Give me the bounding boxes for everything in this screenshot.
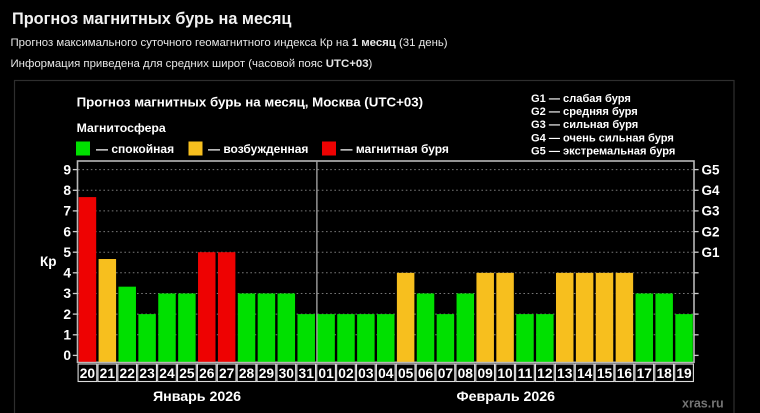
svg-text:Информация приведена для средн: Информация приведена для средних широт (…	[11, 58, 373, 70]
svg-text:Прогноз максимального суточног: Прогноз максимального суточного геомагни…	[11, 37, 448, 49]
svg-text:09: 09	[478, 366, 494, 381]
svg-text:23: 23	[139, 366, 155, 381]
svg-text:Магнитосфера: Магнитосфера	[77, 121, 166, 135]
svg-text:— магнитная буря: — магнитная буря	[341, 142, 449, 156]
svg-text:G1: G1	[702, 245, 721, 260]
svg-text:5: 5	[63, 245, 71, 260]
svg-text:12: 12	[537, 366, 553, 381]
svg-text:7: 7	[63, 204, 71, 219]
svg-text:31: 31	[299, 366, 315, 381]
svg-text:Февраль 2026: Февраль 2026	[457, 389, 556, 405]
svg-text:25: 25	[179, 366, 195, 381]
svg-text:02: 02	[338, 366, 354, 381]
svg-text:G2: G2	[702, 224, 720, 239]
svg-text:G4 — очень сильная буря: G4 — очень сильная буря	[531, 132, 674, 144]
svg-text:03: 03	[358, 366, 374, 381]
svg-text:27: 27	[219, 366, 235, 381]
svg-text:11: 11	[518, 366, 533, 381]
svg-text:Кр: Кр	[40, 254, 57, 269]
svg-text:xras.ru: xras.ru	[682, 397, 724, 411]
svg-text:06: 06	[418, 366, 434, 381]
svg-text:G1 — слабая буря: G1 — слабая буря	[531, 93, 631, 105]
svg-text:24: 24	[159, 366, 175, 381]
svg-text:17: 17	[637, 366, 653, 381]
svg-text:28: 28	[239, 366, 255, 381]
svg-text:21: 21	[100, 366, 116, 381]
svg-text:07: 07	[438, 366, 454, 381]
svg-text:3: 3	[63, 286, 71, 301]
svg-text:— спокойная: — спокойная	[96, 142, 174, 156]
svg-text:18: 18	[656, 366, 672, 381]
svg-text:15: 15	[597, 366, 613, 381]
svg-text:8: 8	[63, 183, 71, 198]
svg-text:Прогноз магнитных бурь на меся: Прогноз магнитных бурь на месяц	[12, 10, 291, 28]
svg-text:2: 2	[63, 307, 71, 322]
svg-text:0: 0	[63, 348, 71, 363]
svg-text:04: 04	[378, 366, 394, 381]
svg-text:19: 19	[676, 366, 692, 381]
svg-text:G2 — средняя буря: G2 — средняя буря	[531, 106, 638, 118]
svg-text:10: 10	[497, 366, 513, 381]
svg-text:G4: G4	[702, 183, 721, 198]
svg-text:30: 30	[279, 366, 295, 381]
svg-text:1: 1	[63, 328, 71, 343]
svg-text:6: 6	[63, 224, 71, 239]
svg-text:05: 05	[398, 366, 414, 381]
svg-text:— возбужденная: — возбужденная	[208, 142, 308, 156]
svg-text:G5: G5	[702, 162, 721, 177]
svg-text:G5 — экстремальная буря: G5 — экстремальная буря	[531, 145, 675, 157]
svg-text:Январь 2026: Январь 2026	[153, 389, 241, 405]
svg-text:29: 29	[259, 366, 275, 381]
svg-text:14: 14	[577, 366, 593, 381]
svg-text:G3 — сильная буря: G3 — сильная буря	[531, 119, 638, 131]
svg-text:01: 01	[318, 366, 334, 381]
svg-text:08: 08	[458, 366, 474, 381]
svg-text:Прогноз магнитных бурь на меся: Прогноз магнитных бурь на месяц, Москва …	[77, 95, 423, 110]
svg-text:4: 4	[63, 266, 71, 281]
svg-text:20: 20	[80, 366, 96, 381]
svg-text:16: 16	[617, 366, 633, 381]
svg-text:G3: G3	[702, 204, 721, 219]
svg-text:22: 22	[120, 366, 136, 381]
svg-text:26: 26	[199, 366, 215, 381]
svg-text:9: 9	[63, 162, 71, 177]
svg-text:13: 13	[557, 366, 573, 381]
